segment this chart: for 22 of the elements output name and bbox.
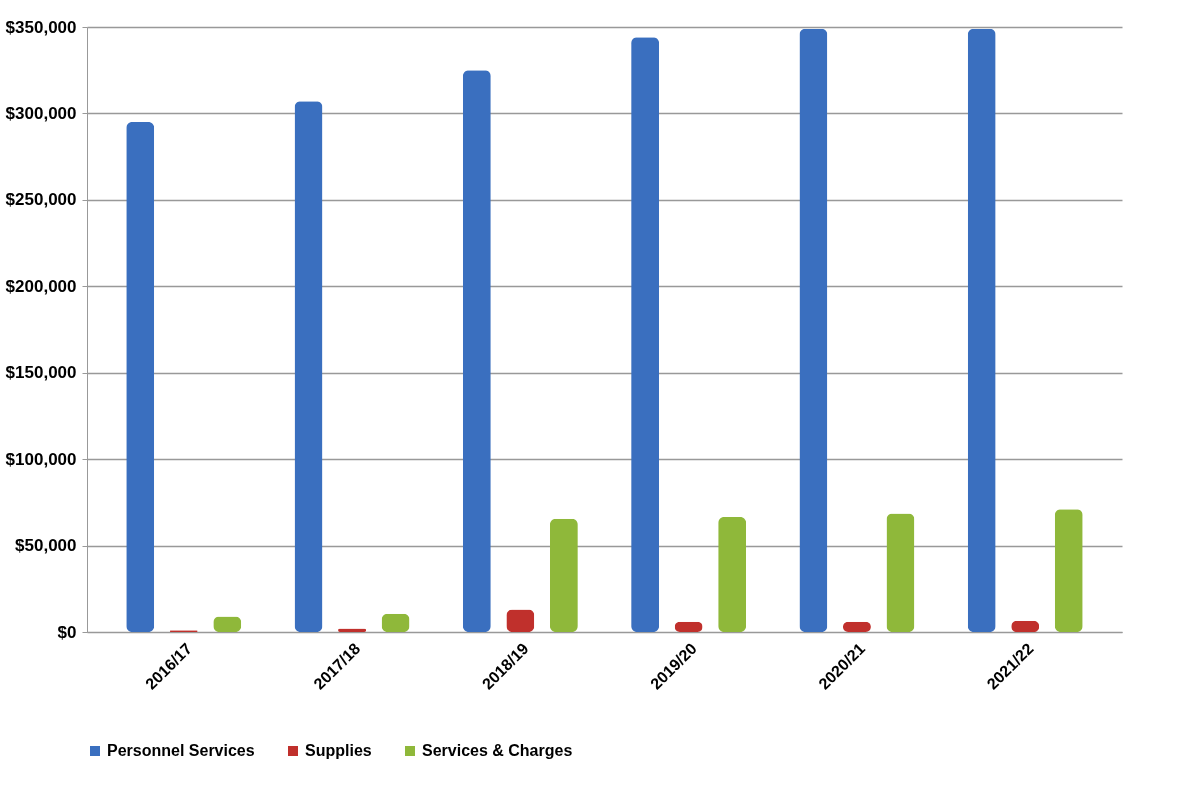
bar (549, 518, 578, 632)
bar (462, 70, 491, 632)
y-tick-label: $0 (57, 622, 77, 642)
bar (967, 28, 996, 632)
y-tick-label: $250,000 (5, 190, 77, 210)
bar (294, 101, 323, 632)
bar (381, 613, 410, 632)
y-tick-label: $300,000 (5, 103, 77, 123)
bar (631, 37, 660, 632)
legend-label: Personnel Services (107, 742, 255, 759)
bar (126, 122, 155, 632)
bar (799, 28, 828, 632)
legend-label: Services & Charges (422, 742, 573, 759)
bar (886, 513, 915, 632)
y-tick-label: $50,000 (15, 536, 77, 556)
y-tick-label: $150,000 (5, 363, 77, 383)
y-tick-label: $200,000 (5, 276, 77, 296)
y-tick-label: $100,000 (5, 449, 77, 469)
bar (1054, 509, 1083, 632)
bar (718, 517, 747, 632)
y-tick-label: $350,000 (5, 17, 77, 37)
legend-label: Supplies (305, 742, 372, 759)
